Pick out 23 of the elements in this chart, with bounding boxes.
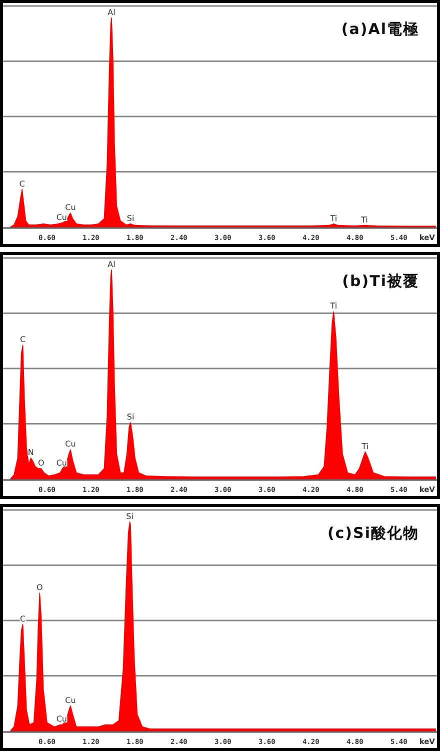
- annotation: Cu: [65, 202, 76, 212]
- annotation: Cu: [56, 714, 67, 724]
- annotation: Ti: [329, 214, 338, 223]
- annotation: N: [28, 448, 34, 458]
- chart-title: (b)Ti被覆: [342, 272, 419, 290]
- annotation: O: [36, 583, 43, 592]
- annotation: O: [38, 458, 44, 468]
- annotation: Si: [126, 412, 134, 422]
- annotation: Si: [126, 214, 134, 223]
- chart-title: (c)Si酸化物: [327, 524, 419, 542]
- annotation: Ti: [329, 302, 338, 311]
- chart-title: (a)Al電極: [341, 20, 419, 38]
- annotation: Al: [108, 8, 116, 17]
- annotation: Al: [108, 260, 116, 269]
- annotation: Cu: [65, 440, 76, 449]
- annotation: Cu: [56, 212, 67, 222]
- annotation: Ti: [360, 442, 369, 451]
- annotation: C: [20, 335, 26, 344]
- annotation: Cu: [56, 458, 67, 468]
- annotation: Si: [126, 512, 134, 521]
- annotation: C: [19, 179, 26, 188]
- annotation: Ti: [360, 215, 368, 224]
- annotation: Cu: [65, 696, 76, 705]
